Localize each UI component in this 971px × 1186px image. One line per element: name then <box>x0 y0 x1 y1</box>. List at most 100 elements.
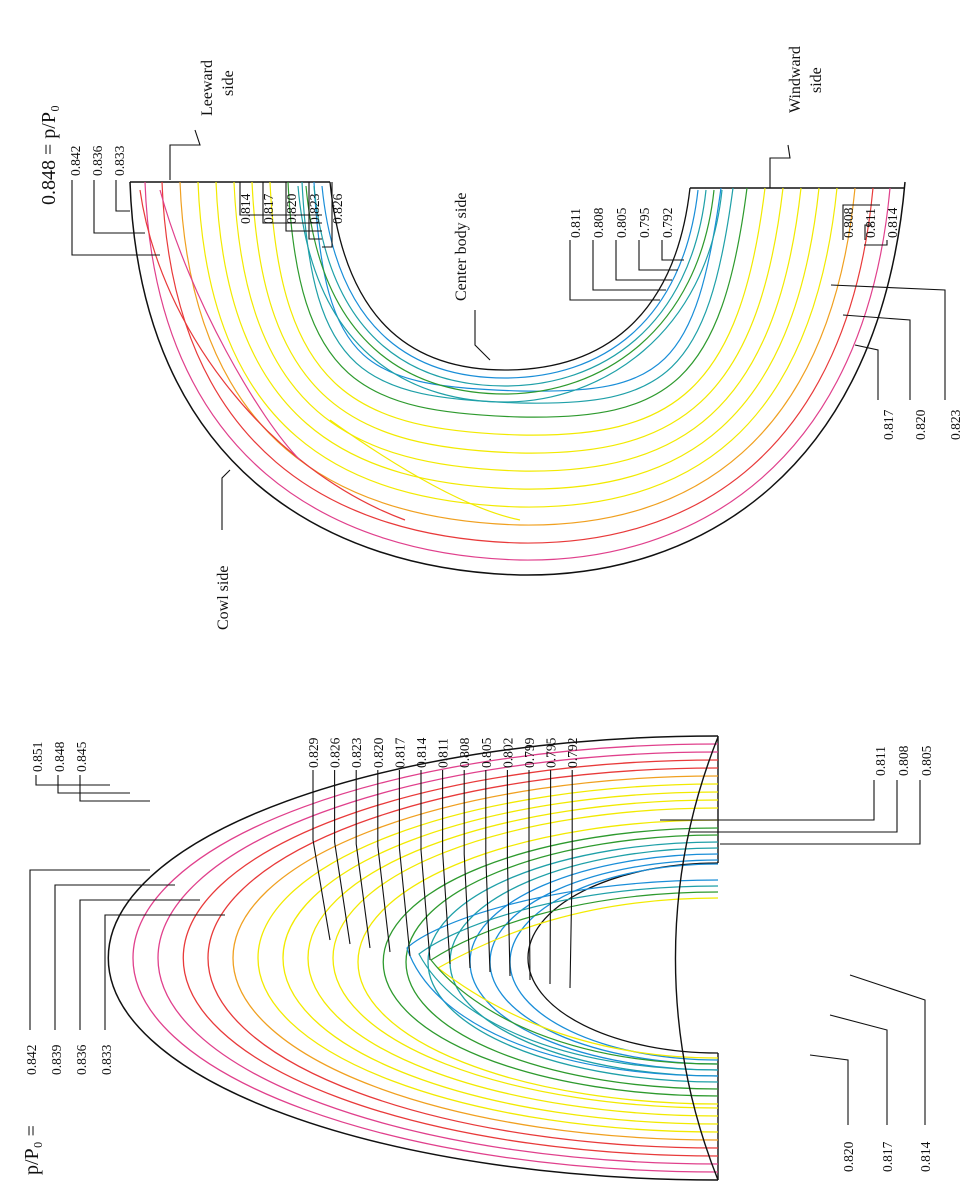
left-level-label: 0.829 <box>306 737 321 768</box>
right-inner-contour <box>297 185 723 403</box>
right-contour-line <box>251 181 784 454</box>
left-leader-line <box>54 884 175 1030</box>
left-level-label: 0.811 <box>873 746 888 776</box>
right-header-label: 0.848 = p/P₀ <box>38 105 60 205</box>
right-contour-line <box>179 181 856 526</box>
right-leaders <box>71 129 946 530</box>
left-labels: p/P₀ = 0.842 0.839 0.836 0.833 0.851 0.848 0.84… <box>21 737 934 1175</box>
left-level-label: 0.799 <box>522 737 537 768</box>
right-leader-line <box>569 240 660 301</box>
right-leader-line <box>638 240 678 271</box>
left-contour-line <box>182 759 719 1157</box>
left-leader-line <box>79 899 200 1030</box>
left-leader-line <box>528 770 531 981</box>
left-leader-line <box>809 1054 849 1125</box>
right-inner-contour <box>313 185 707 387</box>
right-level-label: 0.795 <box>637 207 652 238</box>
left-outer-arc-line <box>107 735 719 1181</box>
left-header-label: p/P₀ = <box>21 1125 43 1175</box>
left-level-label: 0.836 <box>74 1044 89 1075</box>
windward-label: side <box>808 67 825 93</box>
right-leader-line <box>864 224 872 240</box>
right-contour-line <box>269 181 766 436</box>
left-leader-line <box>506 770 511 977</box>
right-leader-line <box>239 182 322 216</box>
right-leader-line <box>842 204 880 240</box>
right-level-label: 0.820 <box>913 409 928 440</box>
left-contour-line <box>257 783 719 1133</box>
left-panel: p/P₀ = 0.842 0.839 0.836 0.833 0.851 0.848 0.84… <box>21 568 934 1181</box>
right-leader-line <box>661 240 684 261</box>
left-lobe-contour <box>406 879 719 1077</box>
right-contour-line <box>301 181 734 404</box>
right-leader-line <box>842 314 911 400</box>
right-level-label: 0.814 <box>885 207 900 238</box>
right-contour-line <box>215 181 820 490</box>
right-lobe-contour <box>329 419 521 521</box>
left-level-label: 0.817 <box>392 737 407 768</box>
left-contour-line <box>332 807 719 1109</box>
right-level-label: 0.817 <box>261 193 276 224</box>
right-level-label: 0.826 <box>330 193 345 224</box>
left-level-label: 0.817 <box>880 1141 895 1172</box>
left-outer-semicircle <box>108 568 718 737</box>
center-body-label: Center body side <box>453 193 470 301</box>
right-inner-arc-line <box>329 181 691 371</box>
right-leader-line <box>93 180 145 234</box>
right-panel: 0.848 = p/P₀ 0.842 0.836 0.833 0.814 0.817 0.8… <box>38 46 963 630</box>
left-level-label: 0.833 <box>99 1044 114 1075</box>
right-level-label: 0.811 <box>863 208 878 238</box>
right-level-label: 0.823 <box>948 409 963 440</box>
left-leader-line <box>312 770 331 941</box>
right-level-label: 0.805 <box>614 207 629 238</box>
right-level-label: 0.814 <box>238 193 253 224</box>
right-level-label: 0.820 <box>284 193 299 224</box>
windward-leader <box>769 144 791 188</box>
left-leader-line <box>79 775 150 802</box>
left-contour-line <box>405 834 719 1090</box>
left-contour-line <box>207 767 719 1149</box>
left-leader-line <box>442 770 451 965</box>
left-leader-line <box>485 770 491 973</box>
left-level-label: 0.851 <box>30 742 45 772</box>
left-level-label: 0.826 <box>328 737 343 768</box>
right-leader-line <box>615 240 672 281</box>
left-leader-line <box>690 780 898 833</box>
right-leader-line <box>71 180 160 256</box>
right-leader-line <box>864 240 888 246</box>
left-contour-line <box>382 827 719 1097</box>
left-level-label: 0.805 <box>919 745 934 776</box>
left-leader-line <box>334 770 351 945</box>
left-leader-line <box>660 780 875 821</box>
right-contour-line <box>197 181 838 508</box>
left-outer-boundary <box>674 736 719 1181</box>
right-leader-line <box>262 182 322 224</box>
right-leader-line <box>308 182 322 240</box>
right-inner-contour <box>321 185 699 379</box>
left-leaders <box>29 770 926 1125</box>
leeward-leader <box>169 129 201 180</box>
left-contours <box>107 735 719 1181</box>
left-level-label: 0.814 <box>414 737 429 768</box>
right-level-label: 0.836 <box>90 145 105 176</box>
right-level-label: 0.808 <box>591 207 606 238</box>
left-level-label: 0.808 <box>896 745 911 776</box>
right-leader-line <box>322 182 333 248</box>
right-level-label: 0.811 <box>568 208 583 238</box>
left-level-label: 0.845 <box>74 741 89 772</box>
right-contour-line <box>161 181 874 544</box>
left-leader-line <box>829 1014 888 1125</box>
right-contour-line <box>313 181 722 392</box>
left-level-label: 0.802 <box>500 738 515 768</box>
right-inner-contour <box>305 185 715 395</box>
left-leader-line <box>104 914 225 1030</box>
right-level-label: 0.833 <box>112 145 127 176</box>
left-leader-line <box>355 770 371 949</box>
center-body-leader <box>474 310 491 361</box>
right-labels: 0.848 = p/P₀ 0.842 0.836 0.833 0.814 0.817 0.8… <box>38 46 963 630</box>
left-lobe-contour <box>418 885 719 1071</box>
right-level-label: 0.842 <box>68 146 83 176</box>
right-leader-line <box>115 180 130 212</box>
cowl-leader <box>221 469 231 530</box>
